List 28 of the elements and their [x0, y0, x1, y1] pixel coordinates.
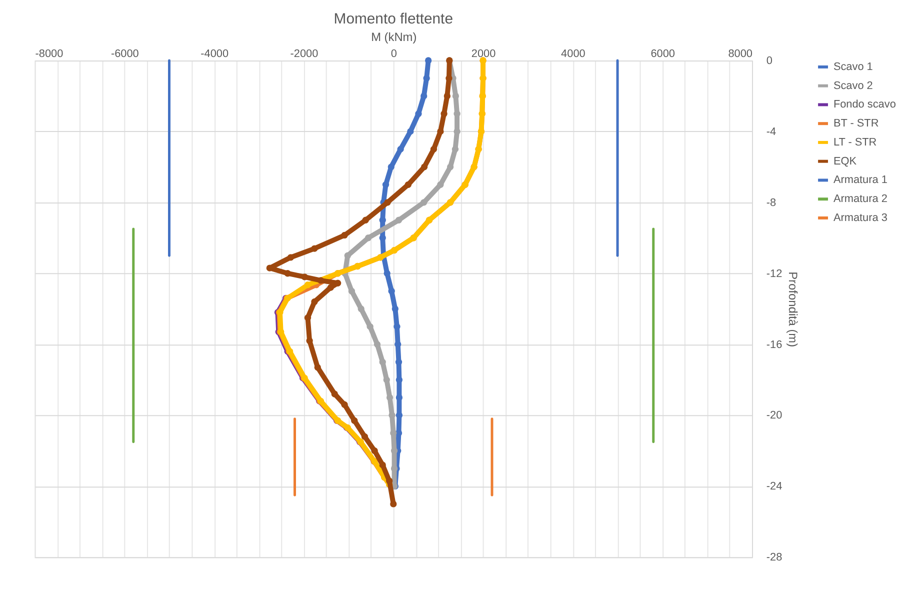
y-axis-title: Profondità (m) — [786, 272, 800, 348]
legend-label: Armatura 3 — [833, 212, 888, 224]
y-tick-label: -24 — [766, 480, 782, 493]
x-tick-label: 8000 — [728, 48, 752, 60]
legend-label: Scavo 1 — [833, 60, 873, 73]
y-tick-label: -28 — [766, 552, 782, 564]
x-tick-label: 0 — [390, 48, 397, 60]
x-axis-title: M (kNm) — [371, 30, 417, 44]
x-tick-label: -6000 — [110, 48, 139, 60]
legend-label: Fondo scavo — [833, 98, 896, 111]
legend-label: Armatura 2 — [833, 193, 888, 206]
x-tick-label: -2000 — [290, 48, 318, 60]
x-tick-label: 6000 — [650, 48, 675, 60]
legend-label: Armatura 1 — [833, 174, 888, 186]
y-tick-label: -16 — [766, 338, 782, 351]
legend-label: EQK — [833, 155, 858, 168]
y-tick-label: -4 — [766, 126, 776, 138]
y-tick-label: -12 — [766, 268, 782, 280]
x-tick-label: -8000 — [35, 48, 64, 60]
legend-label: Scavo 2 — [833, 80, 873, 92]
y-tick-label: -20 — [766, 410, 782, 422]
legend-label: BT - STR — [833, 118, 879, 130]
y-tick-label: -8 — [766, 196, 776, 209]
x-tick-label: 2000 — [471, 48, 496, 60]
chart-title: Momento flettente — [334, 12, 453, 28]
legend-label: LT - STR — [833, 136, 877, 148]
x-tick-label: -4000 — [200, 48, 229, 60]
x-tick-label: 4000 — [561, 48, 586, 60]
